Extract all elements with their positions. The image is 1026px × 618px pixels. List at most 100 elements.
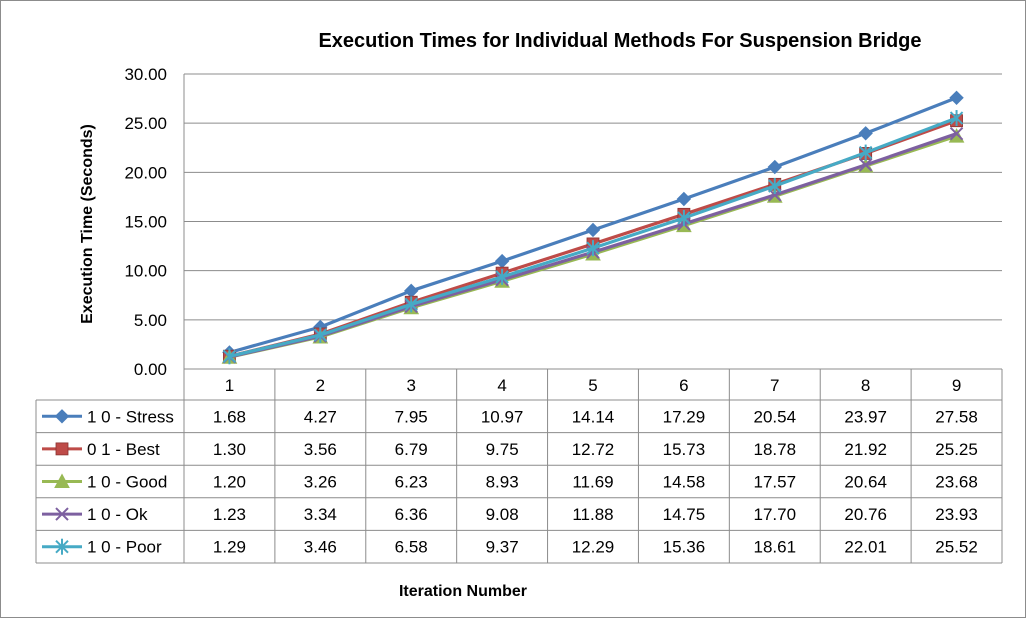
y-tick-label: 10.00 xyxy=(124,262,167,281)
table-cell-value: 15.73 xyxy=(663,440,706,459)
gridlines: 0.00 5.00 10.00 15.00 20.00 25.00 30.00 xyxy=(124,65,1002,379)
legend-label: 1 0 - Ok xyxy=(87,505,148,524)
data-point xyxy=(222,348,237,365)
legend-marker xyxy=(55,507,69,521)
table-cell-value: 7.95 xyxy=(395,407,428,426)
data-point xyxy=(495,268,509,285)
table-cell-value: 6.23 xyxy=(395,473,428,492)
legend-label: 1 0 - Good xyxy=(87,473,167,492)
chart-title: Execution Times for Individual Methods F… xyxy=(318,30,921,52)
legend-marker xyxy=(55,442,69,456)
x-tick-label: 1 xyxy=(225,376,234,395)
legend-marker xyxy=(55,538,69,555)
table-cell-value: 6.79 xyxy=(395,440,428,459)
table-cell-value: 17.29 xyxy=(663,407,706,426)
data-point xyxy=(858,126,873,141)
x-tick-label: 3 xyxy=(406,376,415,395)
data-point xyxy=(585,222,601,238)
marker-stroke xyxy=(949,126,964,141)
table-cell-value: 27.58 xyxy=(935,407,978,426)
table-cell-value: 9.37 xyxy=(486,538,519,557)
x-tick-label: 7 xyxy=(770,376,779,395)
table-cell-value: 11.88 xyxy=(572,505,613,524)
data-point xyxy=(494,253,510,269)
y-tick-label: 15.00 xyxy=(124,213,167,232)
table-cell-value: 1.20 xyxy=(213,473,246,492)
table-cell-value: 18.61 xyxy=(754,538,797,557)
table-cell-value: 14.75 xyxy=(663,505,706,524)
table-cell-value: 18.78 xyxy=(754,440,797,459)
table-cell-value: 12.29 xyxy=(572,538,615,557)
x-tick-label: 2 xyxy=(316,376,325,395)
table-cell-value: 20.76 xyxy=(844,505,887,524)
table-cell-value: 9.08 xyxy=(486,505,519,524)
table-cell-value: 12.72 xyxy=(572,440,615,459)
data-point xyxy=(404,283,419,299)
x-tick-label: 4 xyxy=(497,376,506,395)
table-cell-value: 11.69 xyxy=(572,473,613,492)
table-cell-value: 1.23 xyxy=(213,505,246,524)
table-cell-value: 9.75 xyxy=(486,440,519,459)
legend-label: 0 1 - Best xyxy=(87,440,160,459)
data-point xyxy=(677,209,691,226)
data-point xyxy=(949,110,964,127)
data-point xyxy=(949,126,964,141)
x-tick-label: 8 xyxy=(861,376,870,395)
y-tick-label: 5.00 xyxy=(134,311,167,330)
table-cell-value: 3.34 xyxy=(304,505,337,524)
table-cell-value: 25.52 xyxy=(935,538,978,557)
series-lines xyxy=(221,90,965,365)
x-tick-label: 9 xyxy=(952,376,961,395)
table-cell-value: 1.68 xyxy=(213,407,246,426)
table-cell-value: 3.26 xyxy=(304,473,337,492)
marker-stroke xyxy=(55,507,69,521)
table-cell-value: 20.64 xyxy=(844,473,887,492)
table-cell-value: 23.68 xyxy=(935,473,978,492)
table-cell-value: 3.56 xyxy=(304,440,337,459)
y-tick-label: 0.00 xyxy=(134,360,167,379)
x-tick-label: 5 xyxy=(588,376,597,395)
table-cell-value: 25.25 xyxy=(935,440,978,459)
data-point xyxy=(676,191,692,207)
x-tick-label: 6 xyxy=(679,376,688,395)
data-point xyxy=(767,159,782,175)
y-tick-label: 20.00 xyxy=(124,163,167,182)
x-axis-label: Iteration Number xyxy=(399,583,527,600)
table-cell-value: 21.92 xyxy=(844,440,887,459)
data-point xyxy=(404,296,418,313)
data-point xyxy=(768,178,782,195)
data-point xyxy=(949,90,964,106)
table-cell-value: 20.54 xyxy=(754,407,797,426)
table-cell-value: 14.58 xyxy=(663,473,706,492)
table-cell-value: 1.29 xyxy=(213,538,246,557)
data-point xyxy=(858,158,873,172)
table-cell-value: 10.97 xyxy=(481,407,524,426)
legend-label: 1 0 - Poor xyxy=(87,538,162,557)
table-cell-value: 8.93 xyxy=(486,473,519,492)
y-tick-label: 30.00 xyxy=(124,65,167,84)
data-point xyxy=(313,326,328,343)
data-table: 1 2 3 4 5 6 7 8 91 0 - Stress 1.68 4.27 7.95 10.97 14… xyxy=(35,368,1003,564)
y-axis-label: Execution Time (Seconds) xyxy=(79,124,96,324)
table-cell-value: 22.01 xyxy=(844,538,887,557)
data-point xyxy=(586,240,600,257)
table-cell-value: 17.70 xyxy=(754,505,797,524)
table-cell-value: 4.27 xyxy=(304,407,337,426)
table-cell-value: 23.93 xyxy=(935,505,978,524)
table-cell-value: 6.58 xyxy=(395,538,428,557)
table-cell-value: 14.14 xyxy=(572,407,615,426)
y-tick-label: 25.00 xyxy=(124,114,167,133)
table-cell-value: 3.46 xyxy=(304,538,337,557)
data-point xyxy=(858,144,873,161)
legend-label: 1 0 - Stress xyxy=(87,407,174,426)
table-cell-value: 17.57 xyxy=(754,473,797,492)
table-cell-value: 15.36 xyxy=(663,538,706,557)
table-cell-value: 1.30 xyxy=(213,440,246,459)
legend-marker xyxy=(54,473,70,488)
table-cell-value: 6.36 xyxy=(395,505,428,524)
legend-marker xyxy=(54,409,70,424)
marker-stroke xyxy=(858,158,873,172)
table-cell-value: 23.97 xyxy=(844,407,887,426)
